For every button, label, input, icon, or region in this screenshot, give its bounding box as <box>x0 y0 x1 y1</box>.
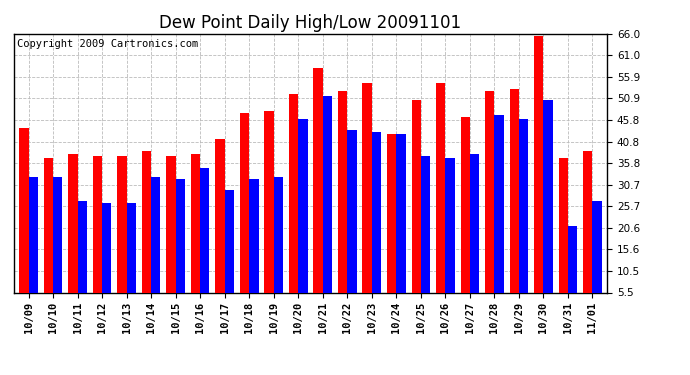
Bar <box>485 92 495 316</box>
Bar <box>559 158 568 316</box>
Bar <box>510 89 519 316</box>
Bar <box>534 36 544 316</box>
Bar <box>102 202 111 316</box>
Bar <box>215 138 225 316</box>
Bar <box>126 202 136 316</box>
Bar <box>264 111 274 316</box>
Bar <box>166 156 176 316</box>
Bar <box>470 153 479 316</box>
Bar <box>176 179 185 316</box>
Bar <box>313 68 323 316</box>
Bar <box>421 156 430 316</box>
Bar <box>151 177 161 316</box>
Bar <box>68 153 77 316</box>
Text: Copyright 2009 Cartronics.com: Copyright 2009 Cartronics.com <box>17 39 198 49</box>
Bar <box>436 83 445 316</box>
Bar <box>298 119 308 316</box>
Bar <box>28 177 38 316</box>
Bar <box>249 179 259 316</box>
Bar <box>347 130 357 316</box>
Bar <box>583 152 593 316</box>
Bar <box>568 226 578 316</box>
Bar <box>240 113 249 316</box>
Bar <box>460 117 470 316</box>
Bar <box>289 94 298 316</box>
Bar <box>593 201 602 316</box>
Bar <box>338 92 347 316</box>
Bar <box>411 100 421 316</box>
Bar <box>274 177 283 316</box>
Bar <box>43 158 53 316</box>
Bar <box>142 152 151 316</box>
Bar <box>323 96 332 316</box>
Bar <box>200 168 210 316</box>
Bar <box>77 201 87 316</box>
Bar <box>445 158 455 316</box>
Bar <box>53 177 62 316</box>
Bar <box>19 128 28 316</box>
Bar <box>396 134 406 316</box>
Bar <box>117 156 126 316</box>
Bar <box>191 153 200 316</box>
Bar <box>225 190 234 316</box>
Title: Dew Point Daily High/Low 20091101: Dew Point Daily High/Low 20091101 <box>159 14 462 32</box>
Bar <box>372 132 381 316</box>
Bar <box>387 134 396 316</box>
Bar <box>519 119 529 316</box>
Bar <box>544 100 553 316</box>
Bar <box>495 115 504 316</box>
Bar <box>362 83 372 316</box>
Bar <box>92 156 102 316</box>
